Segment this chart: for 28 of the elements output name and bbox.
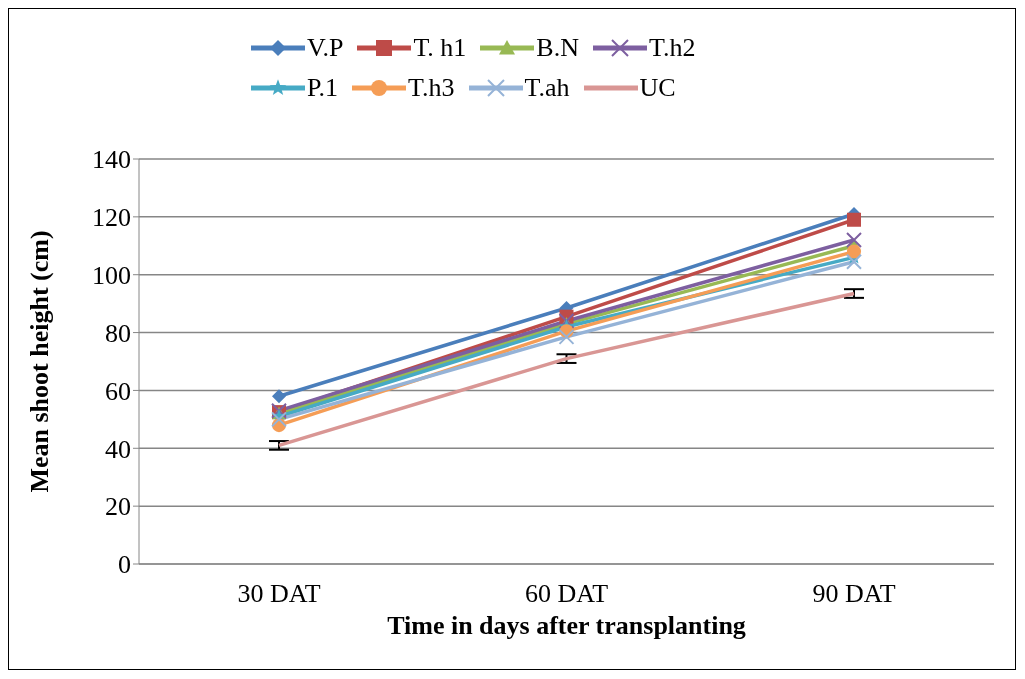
point — [846, 232, 862, 248]
point — [272, 389, 286, 404]
y-tick-label: 80 — [105, 318, 131, 348]
legend-label: T.ah — [524, 73, 570, 103]
legend-label: T.h3 — [408, 73, 455, 103]
point — [847, 212, 861, 227]
y-tick-label: 40 — [105, 434, 131, 464]
point — [847, 244, 861, 259]
point — [558, 328, 575, 345]
x-tick-label: 30 DAT — [237, 579, 321, 609]
y-axis-title: Mean shoot height (cm) — [25, 230, 55, 493]
x-axis-title: Time in days after transplanting — [387, 611, 746, 640]
y-tick-label: 140 — [92, 145, 131, 175]
legend-label: T.h2 — [648, 33, 696, 63]
legend-label: B.N — [536, 33, 579, 63]
legend-label: T. h1 — [413, 33, 467, 63]
legend-label: P.1 — [307, 73, 339, 103]
y-tick-label: 0 — [118, 550, 131, 580]
y-tick-label: 120 — [92, 203, 131, 233]
point — [846, 253, 862, 270]
y-tick-label: 100 — [92, 260, 131, 290]
x-tick-label: 60 DAT — [524, 579, 609, 609]
legend-label: V.P — [307, 33, 344, 63]
x-tick-label: 90 DAT — [812, 579, 896, 609]
y-tick-label: 60 — [105, 376, 131, 406]
point — [271, 411, 287, 428]
y-tick-label: 20 — [105, 492, 131, 522]
legend-label: UC — [639, 73, 676, 103]
